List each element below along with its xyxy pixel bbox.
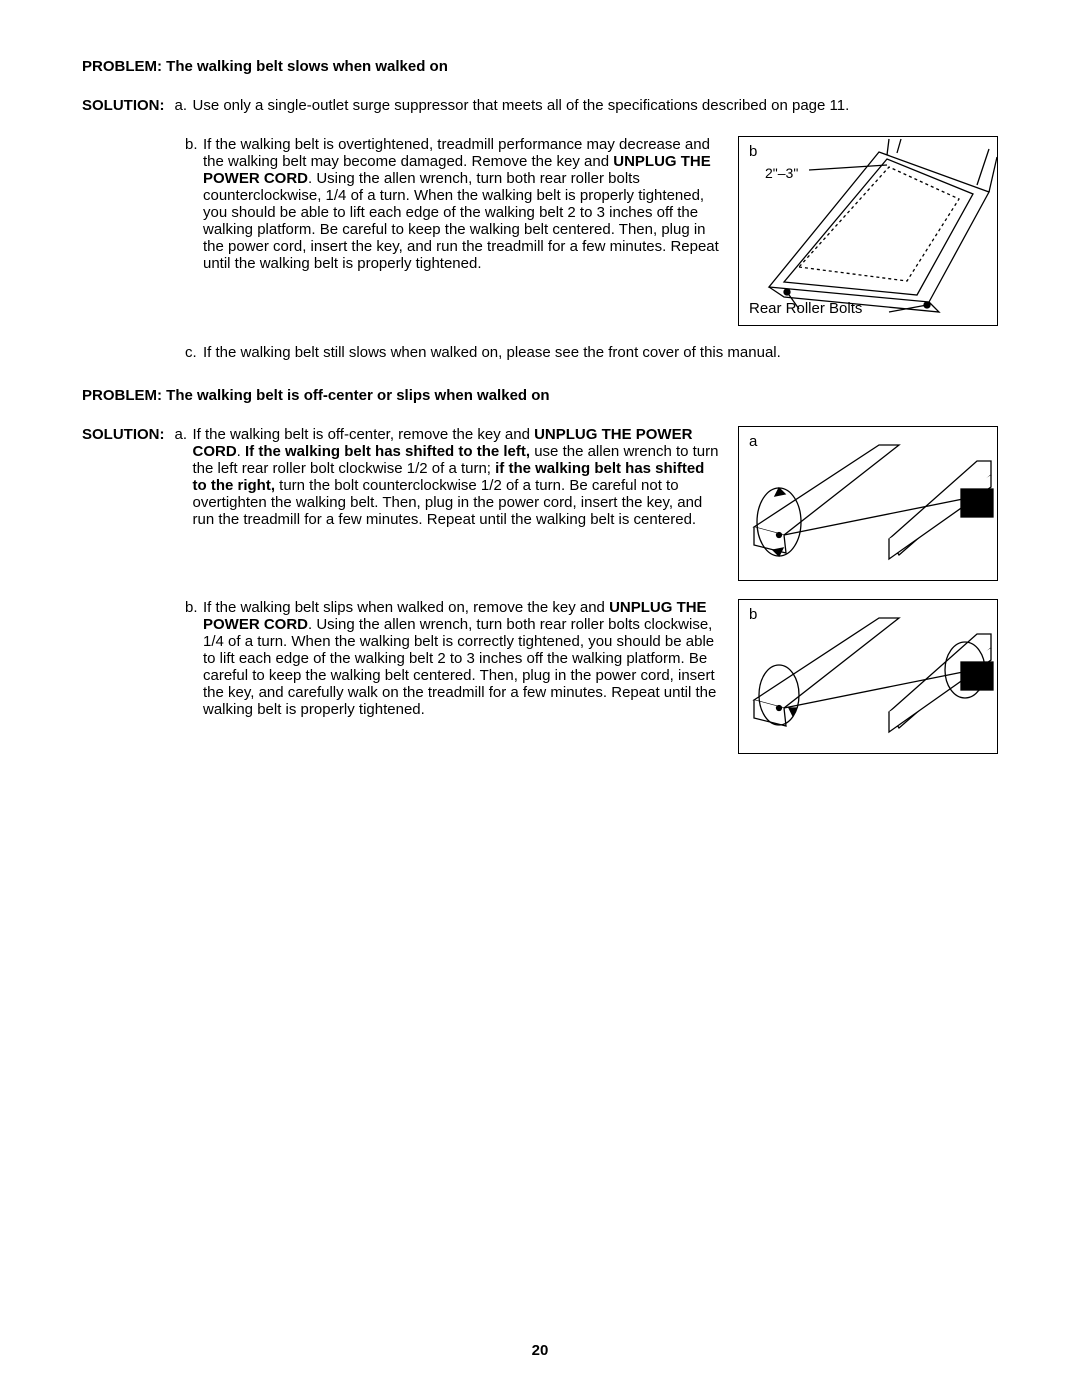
item-letter: b. <box>181 136 203 153</box>
item-letter: b. <box>181 599 203 616</box>
figure-2b: b <box>738 599 998 754</box>
figure-label: b <box>749 606 757 623</box>
item-1b: b. If the walking belt is overtightened,… <box>181 136 720 272</box>
item-letter: a. <box>171 426 193 443</box>
item-text: If the walking belt is overtightened, tr… <box>203 136 720 272</box>
section2-row-b: b. If the walking belt slips when walked… <box>82 599 998 754</box>
item-1b-row: b. If the walking belt is overtightened,… <box>181 136 998 326</box>
item-letter: a. <box>171 97 193 114</box>
manual-page: PROBLEM: The walking belt slows when wal… <box>0 0 1080 1397</box>
figure-measure: 2"–3" <box>765 165 798 181</box>
item-1c: c. If the walking belt still slows when … <box>181 344 998 361</box>
roller-adjust-both-icon <box>739 600 997 753</box>
item-letter: c. <box>181 344 203 361</box>
figure-label: a <box>749 433 757 450</box>
solution-label-1: SOLUTION: <box>82 97 165 114</box>
item-2a: a. If the walking belt is off-center, re… <box>171 426 721 528</box>
section2-row-a: SOLUTION: a. If the walking belt is off-… <box>82 426 998 581</box>
figure-1b: b 2"–3" Rear Roller Bolts <box>738 136 998 326</box>
item-text: If the walking belt is off-center, remov… <box>193 426 721 528</box>
problem-title-1: PROBLEM: The walking belt slows when wal… <box>82 58 998 75</box>
problem-title-2: PROBLEM: The walking belt is off-center … <box>82 387 998 404</box>
item-text: If the walking belt slips when walked on… <box>203 599 720 718</box>
item-text: Use only a single-outlet surge suppresso… <box>193 97 999 114</box>
figure-2a: a <box>738 426 998 581</box>
figure-label: b <box>749 143 757 160</box>
roller-adjust-left-icon <box>739 427 997 580</box>
figure-caption: Rear Roller Bolts <box>749 300 862 317</box>
solution-row-1a: SOLUTION: a. Use only a single-outlet su… <box>82 97 998 114</box>
solution-label-2: SOLUTION: <box>82 426 165 528</box>
item-1a: a. Use only a single-outlet surge suppre… <box>171 97 999 114</box>
item-text: If the walking belt still slows when wal… <box>203 344 998 361</box>
item-2b: b. If the walking belt slips when walked… <box>181 599 720 718</box>
page-number: 20 <box>0 1342 1080 1359</box>
